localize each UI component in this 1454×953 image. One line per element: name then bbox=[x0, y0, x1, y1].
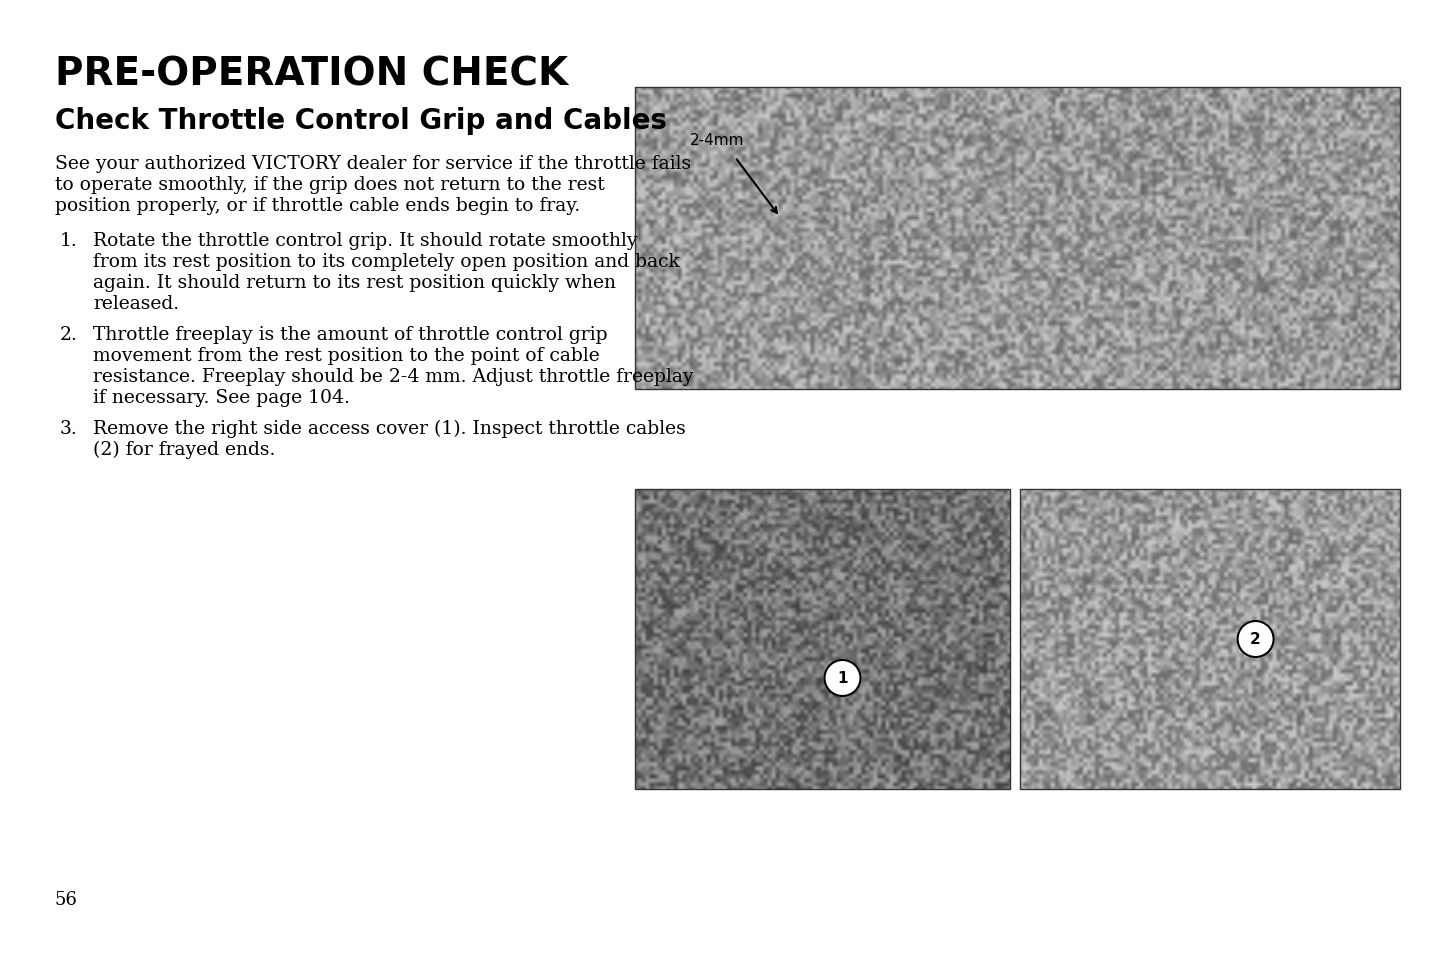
Text: See your authorized VICTORY dealer for service if the throttle fails: See your authorized VICTORY dealer for s… bbox=[55, 154, 691, 172]
Bar bbox=[635, 490, 1011, 789]
Text: 2: 2 bbox=[1250, 632, 1261, 647]
Text: Remove the right side access cover (1). Inspect throttle cables: Remove the right side access cover (1). … bbox=[93, 419, 686, 437]
Bar bbox=[635, 88, 1400, 390]
Text: released.: released. bbox=[93, 294, 179, 313]
Text: to operate smoothly, if the grip does not return to the rest: to operate smoothly, if the grip does no… bbox=[55, 175, 605, 193]
Text: 1.: 1. bbox=[60, 232, 77, 250]
Text: if necessary. See page 104.: if necessary. See page 104. bbox=[93, 389, 350, 407]
Text: resistance. Freeplay should be 2-4 mm. Adjust throttle freeplay: resistance. Freeplay should be 2-4 mm. A… bbox=[93, 368, 694, 386]
Text: 56: 56 bbox=[55, 890, 79, 908]
Text: 1: 1 bbox=[838, 671, 848, 686]
Circle shape bbox=[824, 660, 861, 697]
Bar bbox=[1021, 490, 1400, 789]
Text: (2) for frayed ends.: (2) for frayed ends. bbox=[93, 440, 275, 458]
Text: 3.: 3. bbox=[60, 419, 77, 437]
Text: 2-4mm: 2-4mm bbox=[691, 132, 744, 148]
Text: position properly, or if throttle cable ends begin to fray.: position properly, or if throttle cable … bbox=[55, 196, 580, 214]
Text: again. It should return to its rest position quickly when: again. It should return to its rest posi… bbox=[93, 274, 616, 292]
Text: Rotate the throttle control grip. It should rotate smoothly: Rotate the throttle control grip. It sho… bbox=[93, 232, 637, 250]
Circle shape bbox=[1237, 621, 1274, 658]
Text: from its rest position to its completely open position and back: from its rest position to its completely… bbox=[93, 253, 680, 271]
Text: movement from the rest position to the point of cable: movement from the rest position to the p… bbox=[93, 347, 599, 365]
Text: 2.: 2. bbox=[60, 326, 79, 344]
Text: PRE-OPERATION CHECK: PRE-OPERATION CHECK bbox=[55, 55, 569, 92]
Text: Throttle freeplay is the amount of throttle control grip: Throttle freeplay is the amount of throt… bbox=[93, 326, 608, 344]
Text: Check Throttle Control Grip and Cables: Check Throttle Control Grip and Cables bbox=[55, 107, 667, 135]
